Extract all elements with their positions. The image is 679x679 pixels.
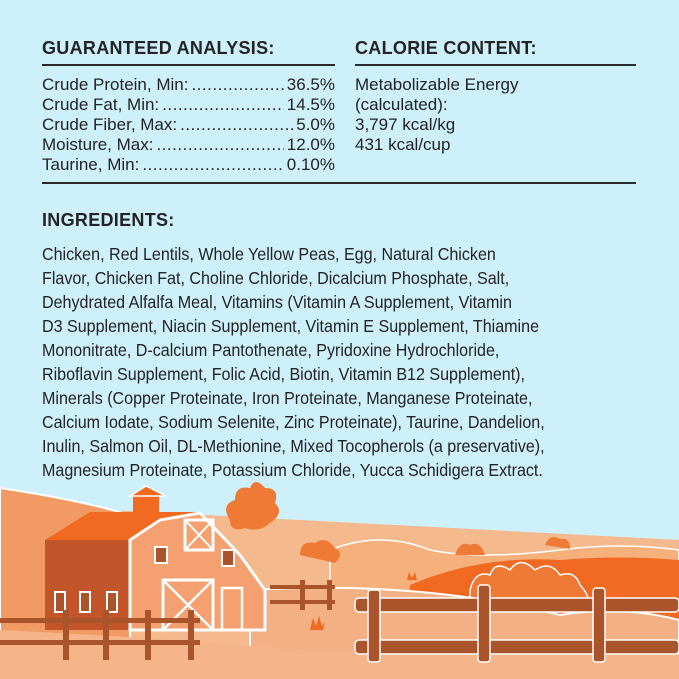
- ingredients-title: INGREDIENTS:: [42, 210, 175, 230]
- analysis-value: 0.10%: [286, 155, 335, 174]
- tree: [455, 543, 485, 555]
- analysis-label: Crude Fat, Min:: [42, 95, 160, 114]
- analysis-row: Taurine, Min: 0.10%: [42, 155, 335, 175]
- ingredients-line: Flavor, Chicken Fat, Choline Chloride, D…: [42, 268, 510, 288]
- analysis-label: Crude Protein, Min:: [42, 75, 189, 94]
- ingredients-line: Riboflavin Supplement, Folic Acid, Bioti…: [42, 364, 526, 384]
- leader-dots: [162, 95, 284, 115]
- analysis-value: 36.5%: [286, 75, 335, 94]
- calorie-line: (calculated):: [355, 95, 448, 114]
- ingredients-line: Inulin, Salmon Oil, DL-Methionine, Mixed…: [42, 436, 545, 456]
- analysis-row: Crude Fat, Min: 14.5%: [42, 95, 335, 115]
- calorie-line: 3,797 kcal/kg: [355, 115, 456, 134]
- fence-left: [0, 610, 200, 660]
- analysis-row: Crude Protein, Min: 36.5%: [42, 75, 335, 95]
- analysis-value: 14.5%: [286, 95, 335, 114]
- ingredients-line: Minerals (Copper Proteinate, Iron Protei…: [42, 388, 533, 408]
- tree: [545, 537, 570, 549]
- calorie-line: 431 kcal/cup: [355, 135, 451, 154]
- divider: [42, 64, 335, 66]
- analysis-label: Crude Fiber, Max:: [42, 115, 178, 134]
- analysis-label: Taurine, Min:: [42, 155, 140, 174]
- grass-tuft: [310, 616, 325, 630]
- ingredients-line: D3 Supplement, Niacin Supplement, Vitami…: [42, 316, 540, 336]
- calorie-line: Metabolizable Energy: [355, 75, 519, 94]
- divider: [42, 182, 636, 184]
- leader-dots: [156, 135, 283, 155]
- analysis-row: Moisture, Max: 12.0%: [42, 135, 335, 155]
- leader-dots: [142, 155, 283, 175]
- analysis-value: 12.0%: [286, 135, 335, 154]
- guaranteed-analysis-title: GUARANTEED ANALYSIS:: [42, 38, 275, 58]
- grass-tuft: [407, 572, 417, 580]
- ingredients-line: Mononitrate, D-calcium Pantothenate, Pyr…: [42, 340, 500, 360]
- ingredients-line: Chicken, Red Lentils, Whole Yellow Peas,…: [42, 244, 496, 264]
- leader-dots: [191, 75, 283, 95]
- tree: [226, 482, 279, 530]
- ingredients-line: Dehydrated Alfalfa Meal, Vitamins (Vitam…: [42, 292, 512, 312]
- divider: [355, 64, 636, 66]
- analysis-label: Moisture, Max:: [42, 135, 154, 154]
- tree: [300, 539, 340, 563]
- grass-tuft: [433, 580, 448, 592]
- fence-mid: [270, 580, 335, 610]
- fence-right: [354, 584, 679, 663]
- analysis-value: 5.0%: [296, 115, 335, 134]
- ingredients-list: Chicken, Red Lentils, Whole Yellow Peas,…: [42, 242, 642, 482]
- ingredients-line: Calcium Iodate, Sodium Selenite, Zinc Pr…: [42, 412, 545, 432]
- ingredients-line: Magnesium Proteinate, Potassium Chloride…: [42, 460, 543, 480]
- analysis-row: Crude Fiber, Max: 5.0%: [42, 115, 335, 135]
- farm-illustration: [0, 482, 679, 679]
- leader-dots: [180, 115, 293, 135]
- calorie-content-title: CALORIE CONTENT:: [355, 38, 537, 58]
